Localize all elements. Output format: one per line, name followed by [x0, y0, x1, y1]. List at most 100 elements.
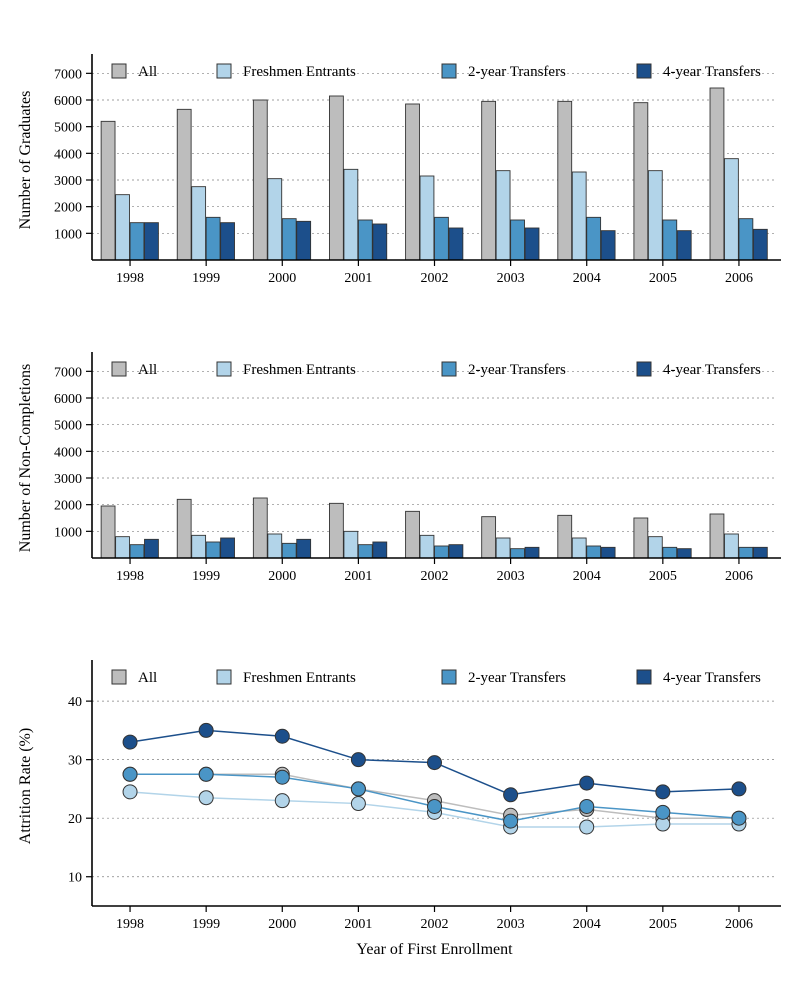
bar [449, 228, 463, 260]
bar [177, 499, 191, 558]
x-tick-label: 2001 [344, 917, 372, 932]
legend-swatch [112, 670, 126, 684]
x-tick-label: 2003 [497, 569, 525, 584]
series-marker [199, 791, 213, 805]
series-marker [275, 729, 289, 743]
bar [130, 223, 144, 260]
x-tick-label: 1998 [116, 917, 144, 932]
legend-swatch [637, 670, 651, 684]
y-tick-label: 5000 [54, 121, 82, 136]
y-axis-label: Number of Graduates [17, 91, 34, 230]
bar [297, 221, 311, 260]
bar [511, 549, 525, 558]
x-tick-label: 1998 [116, 271, 144, 286]
series-marker [504, 814, 518, 828]
x-axis-label: Year of First Enrollment [356, 941, 513, 958]
y-axis-label: Attrition Rate (%) [17, 728, 34, 844]
bar [344, 169, 358, 260]
series-marker [199, 723, 213, 737]
bar [420, 176, 434, 260]
legend-swatch [217, 362, 231, 376]
bar [753, 547, 767, 558]
x-tick-label: 2004 [573, 569, 601, 584]
x-tick-label: 2002 [421, 569, 449, 584]
bar [406, 104, 420, 260]
bar [587, 546, 601, 558]
legend-label: All [138, 64, 157, 80]
bar [268, 534, 282, 558]
bar [358, 545, 372, 558]
bar [297, 539, 311, 558]
series-marker [580, 799, 594, 813]
legend-swatch [442, 64, 456, 78]
series-marker [123, 785, 137, 799]
x-tick-label: 2005 [649, 569, 677, 584]
bar [116, 537, 130, 558]
y-tick-label: 7000 [54, 67, 82, 82]
legend-swatch [637, 362, 651, 376]
legend-swatch [112, 362, 126, 376]
bar [373, 224, 387, 260]
bar [753, 229, 767, 260]
bar [406, 511, 420, 558]
series-marker [580, 776, 594, 790]
legend-label: 4-year Transfers [663, 64, 761, 80]
bar [192, 535, 206, 558]
series-marker [580, 820, 594, 834]
legend-label: 4-year Transfers [663, 362, 761, 378]
bar [663, 220, 677, 260]
series-marker [656, 785, 670, 799]
bar [496, 171, 510, 260]
series-marker [656, 805, 670, 819]
bar [329, 96, 343, 260]
bar [677, 549, 691, 558]
legend-label: 2-year Transfers [468, 670, 566, 686]
x-tick-label: 2004 [573, 917, 601, 932]
x-tick-label: 1999 [192, 917, 220, 932]
bar [145, 223, 159, 260]
y-tick-label: 20 [68, 812, 82, 827]
series-marker [351, 753, 365, 767]
bar [206, 542, 220, 558]
bar [177, 109, 191, 260]
bar [634, 103, 648, 260]
bar [373, 542, 387, 558]
bar [739, 547, 753, 558]
legend-label: Freshmen Entrants [243, 670, 356, 686]
x-tick-label: 1999 [192, 271, 220, 286]
bar [329, 503, 343, 558]
bar [724, 534, 738, 558]
x-tick-label: 2005 [649, 271, 677, 286]
x-tick-label: 2001 [344, 271, 372, 286]
bar [710, 88, 724, 260]
y-tick-label: 4000 [54, 147, 82, 162]
figure-container: 1000200030004000500060007000199819992000… [0, 0, 799, 982]
series-marker [199, 767, 213, 781]
bar [221, 538, 235, 558]
x-tick-label: 2006 [725, 271, 753, 286]
series-marker [732, 782, 746, 796]
bar [587, 217, 601, 260]
bar [634, 518, 648, 558]
y-tick-label: 40 [68, 695, 82, 710]
series-marker [275, 794, 289, 808]
bar [282, 219, 296, 260]
bar [558, 515, 572, 558]
bar [130, 545, 144, 558]
bar [572, 172, 586, 260]
series-marker [123, 767, 137, 781]
y-tick-label: 10 [68, 871, 82, 886]
y-tick-label: 6000 [54, 392, 82, 407]
y-axis-label: Number of Non-Completions [17, 364, 34, 552]
legend-label: Freshmen Entrants [243, 64, 356, 80]
bar [677, 231, 691, 260]
legend-swatch [112, 64, 126, 78]
y-tick-label: 1000 [54, 525, 82, 540]
bar [482, 517, 496, 558]
bar [420, 535, 434, 558]
bar [511, 220, 525, 260]
y-tick-label: 3000 [54, 174, 82, 189]
chart-svg: 1000200030004000500060007000199819992000… [0, 0, 799, 982]
y-tick-label: 3000 [54, 472, 82, 487]
bar [282, 543, 296, 558]
